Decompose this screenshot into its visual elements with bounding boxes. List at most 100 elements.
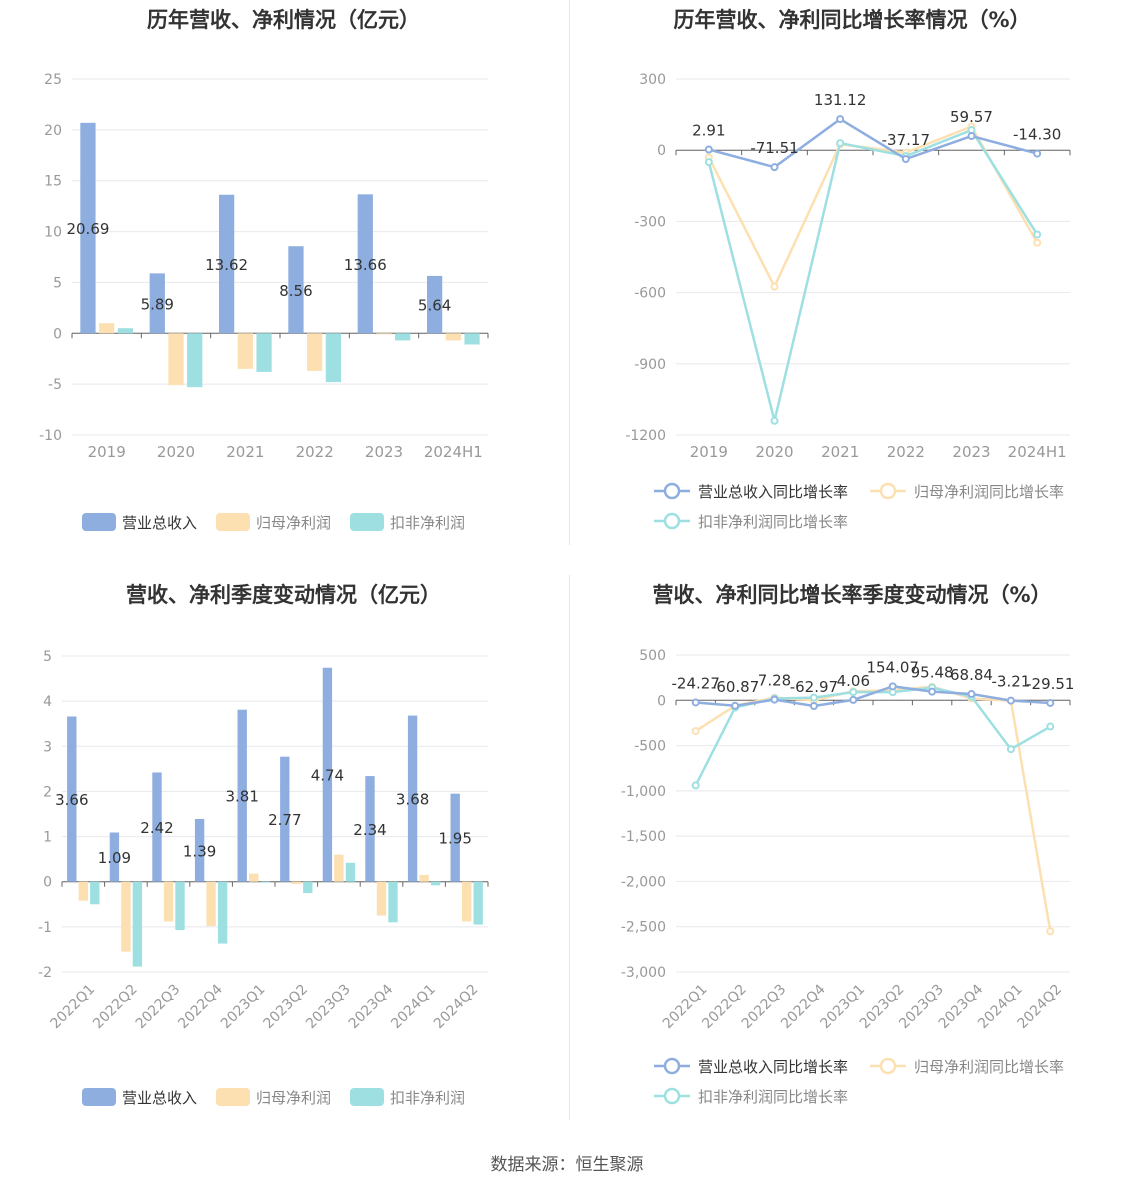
legend-marker [879,482,897,500]
series-point-1 [1046,927,1055,936]
series-point-0 [691,698,700,707]
y-tick-label: 15 [44,174,62,190]
line-data-label: -29.51 [1026,675,1074,693]
y-tick-label: 4 [43,694,52,710]
bar-0 [194,818,205,882]
series-point-2 [770,416,779,425]
x-tick-label: 2022Q3 [133,982,184,1033]
bar-0 [365,776,375,882]
series-point-0 [704,145,713,154]
y-tick-label: -2,000 [621,874,666,890]
bar-2 [90,881,100,905]
legend-swatch [82,513,116,531]
line-data-label: -60.87 [711,678,759,696]
vertical-divider-top [569,0,570,545]
bar-data-label: 2.77 [268,811,301,829]
bar-2 [303,881,313,893]
bar-data-label: 13.62 [205,256,248,274]
x-tick-label: 2022Q2 [90,982,141,1033]
line-data-label: -71.51 [750,139,798,157]
legend-swatch [350,1088,384,1106]
bar-2 [117,328,134,334]
panel-annual-revenue-profit: 历年营收、净利情况（亿元） -10 -5 0 5 10 15 20 25 2019 2020 202… [0,0,567,560]
x-tick-label: 2024Q2 [431,982,482,1033]
chart-title: 营收、净利同比增长率季度变动情况（%） [652,583,1052,607]
bar-1 [419,874,429,882]
x-tick-label: 2023Q1 [218,982,269,1033]
y-tick-label: 5 [53,275,62,291]
legend-swatch [216,1088,250,1106]
y-tick-label: 0 [657,143,666,159]
bar-0 [237,709,247,882]
bar-data-label: 1.95 [438,830,471,848]
x-tick-label: 2021 [821,443,859,461]
y-tick-label: 25 [44,72,62,88]
y-tick-label: -3,000 [621,965,666,981]
bar-2 [187,333,203,388]
legend-swatch [82,1088,116,1106]
bar-2 [325,333,342,383]
y-tick-label: -1 [38,920,52,936]
legend-label: 归母净利润 [256,514,331,532]
y-tick-label: -900 [634,357,666,373]
bar-1 [168,333,184,386]
legend-label: 归母净利润 [256,1089,331,1107]
series-point-0 [809,701,818,710]
bar-2 [260,881,270,883]
bar-2 [464,333,480,345]
y-tick-label: -1,500 [621,829,666,845]
bar-2 [345,862,356,882]
chart-title: 历年营收、净利情况（亿元） [147,8,420,32]
bar-data-label: 1.39 [183,842,216,860]
series-point-0 [1006,696,1015,705]
bar-1 [163,881,174,922]
y-tick-label: -1,000 [621,784,666,800]
y-tick-label: 300 [639,72,666,88]
line-data-label: 4.06 [837,672,870,690]
y-tick-label: -10 [39,428,62,444]
bar-1 [376,881,387,916]
chart-title: 历年营收、净利同比增长率情况（%） [673,8,1031,32]
series-point-2 [1033,230,1042,239]
x-tick-label: 2024H1 [1008,443,1067,461]
x-tick-label: 2021 [226,443,264,461]
series-line-1 [695,685,1052,932]
bar-0 [80,122,96,334]
panel-quarterly-revenue-profit: 营收、净利季度变动情况（亿元） -2 -1 0 1 2 3 4 5 2022Q1 2022Q2 20… [0,575,567,1120]
legend-swatch [216,513,250,531]
legend-marker [663,482,681,500]
line-data-label: 2.91 [692,122,725,140]
bar-0 [280,756,290,882]
series-point-0 [849,695,858,704]
bar-1 [78,881,88,901]
series-point-0 [967,132,976,141]
bar-data-label: 2.34 [353,821,386,839]
x-tick-label: 2019 [690,443,728,461]
y-tick-label: -1200 [625,428,666,444]
x-tick-label: 2023Q2 [261,982,312,1033]
chart-title: 营收、净利季度变动情况（亿元） [126,583,441,607]
bar-1 [99,323,115,334]
line-data-label: 68.84 [950,666,993,684]
line-data-label: -14.30 [1013,126,1061,144]
bar-0 [152,772,162,882]
x-tick-label: 2024Q2 [1015,982,1066,1033]
bar-1 [291,881,301,884]
legend-label: 营业总收入同比增长率 [698,1058,848,1076]
series-point-0 [731,701,740,710]
y-tick-label: -300 [634,214,666,230]
legend-label: 营业总收入 [122,1089,197,1107]
series-line-0 [708,117,1038,169]
series-point-2 [809,693,818,702]
series-point-0 [836,115,845,124]
legend-marker [663,1057,681,1075]
bar-data-label: 3.81 [225,788,258,806]
line-data-label: 131.12 [814,91,867,109]
line-data-label: -3.21 [991,673,1030,691]
bar-0 [288,246,304,334]
bar-0 [67,716,77,882]
bar-2 [430,881,441,886]
line-data-label: 59.57 [950,108,993,126]
bar-1 [307,333,323,371]
legend-label: 扣非净利润同比增长率 [698,1088,848,1106]
